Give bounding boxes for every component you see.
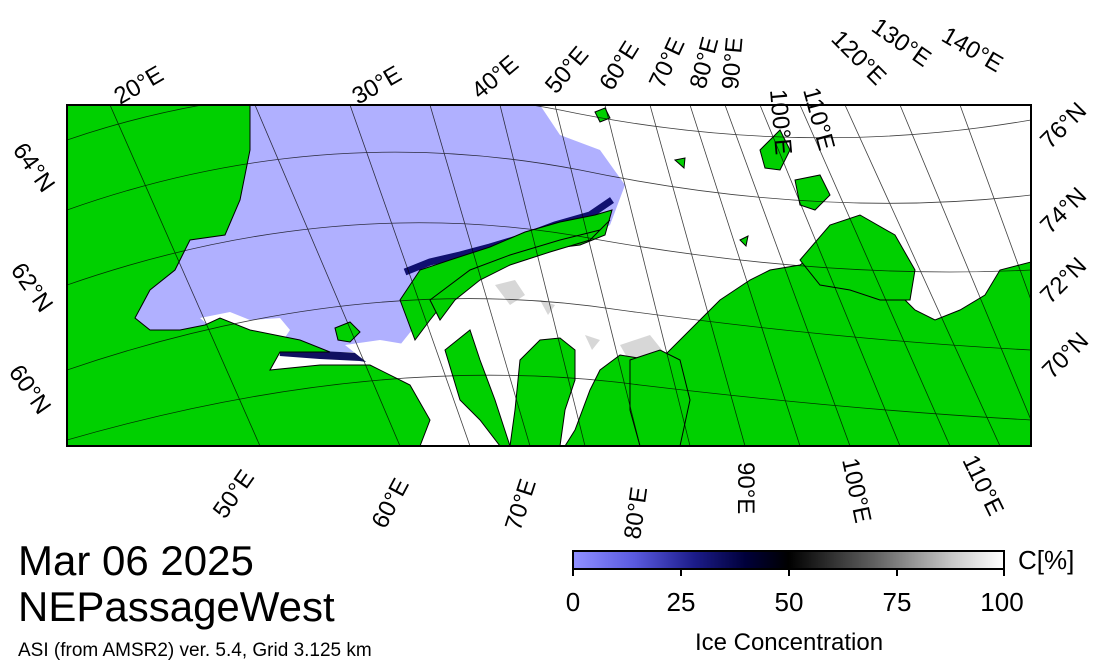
colorbar-title: Ice Concentration [694,629,884,656]
colorbar-tick [788,568,790,576]
bottom-lon-label: 80°E [619,485,653,541]
colorbar-tick [896,568,898,576]
top-lon-label: 60°E [594,37,645,96]
bottom-lon-label: 60°E [366,474,414,533]
bottom-lon-label: 50°E [208,465,260,523]
top-lon-label: 70°E [644,34,691,93]
map-frame [66,104,1032,447]
bottom-lon-label: 110°E [957,451,1009,520]
right-lat-label: 72°N [1035,252,1092,309]
ice-concentration-colorbar [572,550,1005,570]
colorbar-tick-label: 0 [565,587,581,617]
left-latitude-labels: 64°N 62°N 60°N [3,138,60,419]
left-lat-label: 62°N [5,258,58,317]
land-gydan [629,349,691,446]
colorbar-tick [1003,568,1005,576]
bottom-lon-label: 100°E [836,456,876,526]
right-latitude-labels: 76°N 74°N 72°N 70°N [1035,97,1094,384]
date-title: Mar 06 2025 [18,537,254,584]
top-lon-label: 20°E [110,61,169,111]
open-water-area [135,105,625,352]
top-lon-label: 30°E [348,61,407,111]
colorbar-tick-label: 50 [774,587,804,617]
top-lon-label: 100°E [764,88,797,156]
graticule [67,105,1031,446]
colorbar-tick-label: 25 [666,587,696,617]
colorbar-tick [572,568,574,576]
top-lon-label: 50°E [540,41,594,98]
product-info: ASI (from AMSR2) ver. 5.4, Grid 3.125 km [18,640,372,661]
land-novaya-zemlya [429,219,611,321]
land-franz-josef [594,107,749,248]
top-lon-label: 40°E [467,50,524,104]
bottom-lon-label: 70°E [500,476,542,534]
right-lat-label: 70°N [1037,327,1094,384]
right-lat-label: 76°N [1035,97,1092,154]
bottom-longitude-labels: 50°E 60°E 70°E 80°E 90°E 100°E 110°E [208,451,1009,541]
colorbar-unit: C[%] [1018,545,1075,575]
colorbar-tick [680,568,682,576]
ice-edge-white-2 [345,340,450,410]
left-lat-label: 60°N [3,360,56,419]
colorbar-tick-label: 100 [980,587,1024,617]
land-yamal [509,337,576,446]
bottom-lon-label: 90°E [732,462,759,514]
land-scandinavia [67,105,431,446]
left-lat-label: 64°N [7,138,60,197]
region-title: NEPassageWest [18,583,335,630]
right-lat-label: 74°N [1035,182,1092,239]
top-lon-label: 90°E [717,36,748,90]
top-lon-label: 140°E [937,22,1007,78]
colorbar-tick-label: 75 [882,587,912,617]
